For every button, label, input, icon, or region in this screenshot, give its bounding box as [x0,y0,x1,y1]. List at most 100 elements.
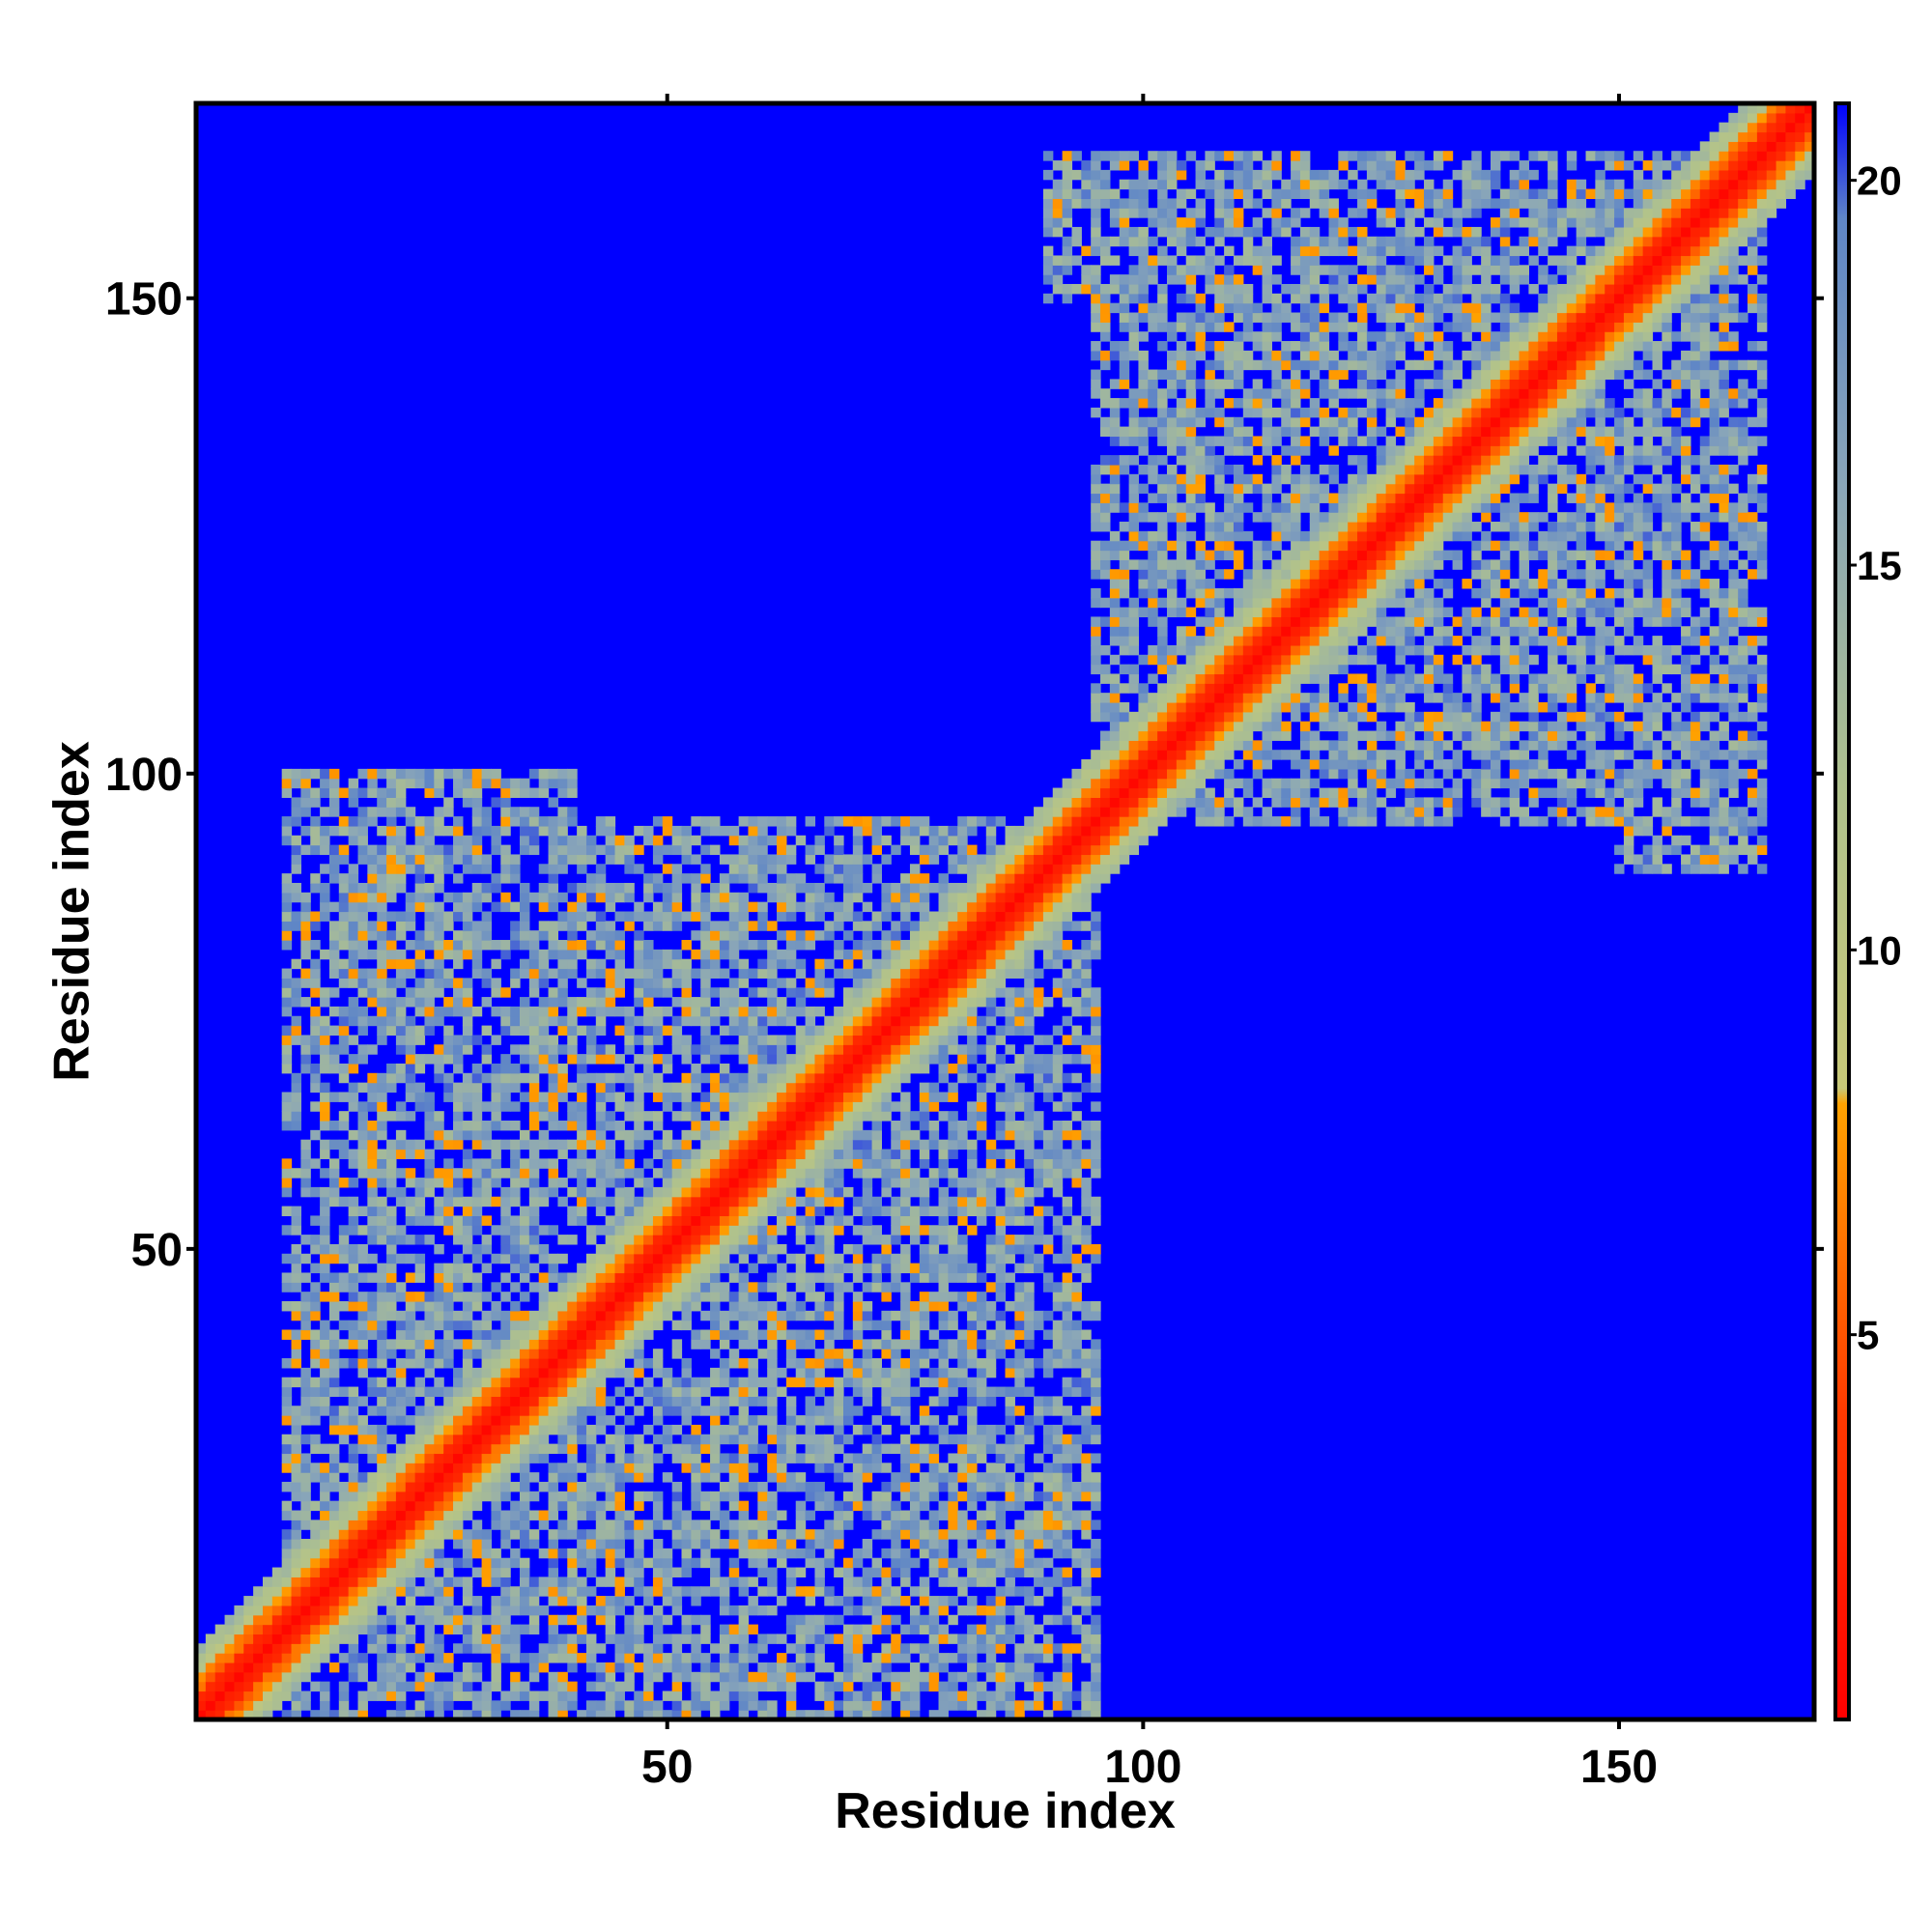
heatmap-cell [824,1121,835,1131]
heatmap-cell [453,1129,464,1141]
heatmap-cell [681,1186,692,1198]
heatmap-cell [738,1292,750,1302]
heatmap-cell [481,1310,493,1321]
heatmap-cell [567,1121,578,1131]
heatmap-cell [738,844,750,856]
heatmap-cell [234,1700,244,1711]
heatmap-cell [520,1424,530,1435]
heatmap-cell [748,1690,758,1701]
heatmap-cell [585,1300,597,1312]
heatmap-cell [777,1129,787,1141]
heatmap-cell [510,1186,521,1198]
heatmap-cell [196,1662,207,1673]
heatmap-cell [367,854,378,865]
heatmap-cell [891,1443,901,1455]
heatmap-cell [462,1529,473,1540]
heatmap-cell [320,1472,330,1483]
heatmap-cell [386,930,397,941]
heatmap-cell [320,1196,330,1208]
heatmap-cell [785,1178,797,1188]
heatmap-cell [405,1520,416,1530]
heatmap-cell [395,1139,407,1151]
heatmap-cell [367,1101,378,1112]
heatmap-cell [777,1671,787,1683]
heatmap-cell [605,1415,616,1426]
heatmap-cell [881,1700,892,1711]
heatmap-cell [395,1481,407,1492]
heatmap-cell [548,1596,559,1606]
heatmap-cell [434,1196,444,1208]
heatmap-cell [548,873,559,884]
heatmap-cell [310,968,321,979]
heatmap-cell [557,1072,568,1084]
heatmap-cell [691,1424,701,1435]
heatmap-cell [919,1500,930,1512]
heatmap-cell [614,1178,625,1188]
heatmap-cell [281,1643,293,1654]
heatmap-cell [814,1367,825,1378]
heatmap-cell [785,1539,797,1549]
heatmap-cell [757,958,768,970]
heatmap-cell [843,1121,854,1131]
heatmap-cell [471,1367,483,1378]
heatmap-cell [500,1529,511,1540]
heatmap-cell [567,1025,578,1037]
heatmap-cell [300,1396,311,1406]
heatmap-cell [395,1472,407,1483]
heatmap-cell [719,1634,730,1644]
heatmap-cell [605,1158,616,1169]
heatmap-cell [310,1643,321,1654]
heatmap-cell [891,978,901,988]
heatmap-cell [414,1586,426,1597]
heatmap-cell [767,1082,778,1094]
heatmap-cell [405,1272,416,1283]
heatmap-cell [348,901,359,913]
heatmap-cell [520,1235,530,1245]
heatmap-cell [662,1215,673,1226]
heatmap-cell [395,1548,407,1559]
heatmap-cell [652,1634,664,1644]
heatmap-cell [900,892,911,903]
heatmap-cell [652,1196,664,1208]
heatmap-cell [834,1006,844,1017]
heatmap-cell [871,1624,883,1635]
heatmap-cell [719,1367,730,1378]
heatmap-cell [824,1215,835,1226]
heatmap-cell [777,1596,787,1606]
heatmap-cell [291,1329,301,1340]
heatmap-cell [557,1253,568,1264]
heatmap-cell [900,1386,911,1397]
heatmap-cell [919,1263,930,1274]
heatmap-cell [320,1149,330,1159]
heatmap-cell [548,1500,559,1512]
heatmap-cell [719,1092,730,1102]
heatmap-cell [814,1710,825,1720]
heatmap-cell [662,1235,673,1245]
heatmap-cell [767,921,778,931]
heatmap-cell [281,1539,293,1549]
heatmap-cell [785,1662,797,1673]
heatmap-cell [795,1339,807,1350]
heatmap-cell [805,1072,816,1084]
heatmap-cell [557,1424,568,1435]
heatmap-cell [520,968,530,979]
heatmap-cell [710,1557,721,1569]
heatmap-cell [785,892,797,903]
heatmap-cell [300,1510,311,1520]
heatmap-cell [671,1178,683,1188]
heatmap-cell [510,1710,521,1720]
heatmap-cell [386,1235,397,1245]
heatmap-cell [510,1605,521,1616]
heatmap-cell [662,1557,673,1569]
heatmap-cell [291,1434,301,1445]
heatmap-cell [424,1006,435,1017]
heatmap-cell [605,997,616,1008]
heatmap-cell [919,1443,930,1455]
heatmap-cell [567,787,578,798]
heatmap-cell [434,1700,444,1711]
heatmap-cell [491,987,501,998]
heatmap-cell [462,1235,473,1245]
heatmap-cell [681,1015,692,1027]
heatmap-cell [491,1557,501,1569]
heatmap-cell [538,1349,550,1359]
